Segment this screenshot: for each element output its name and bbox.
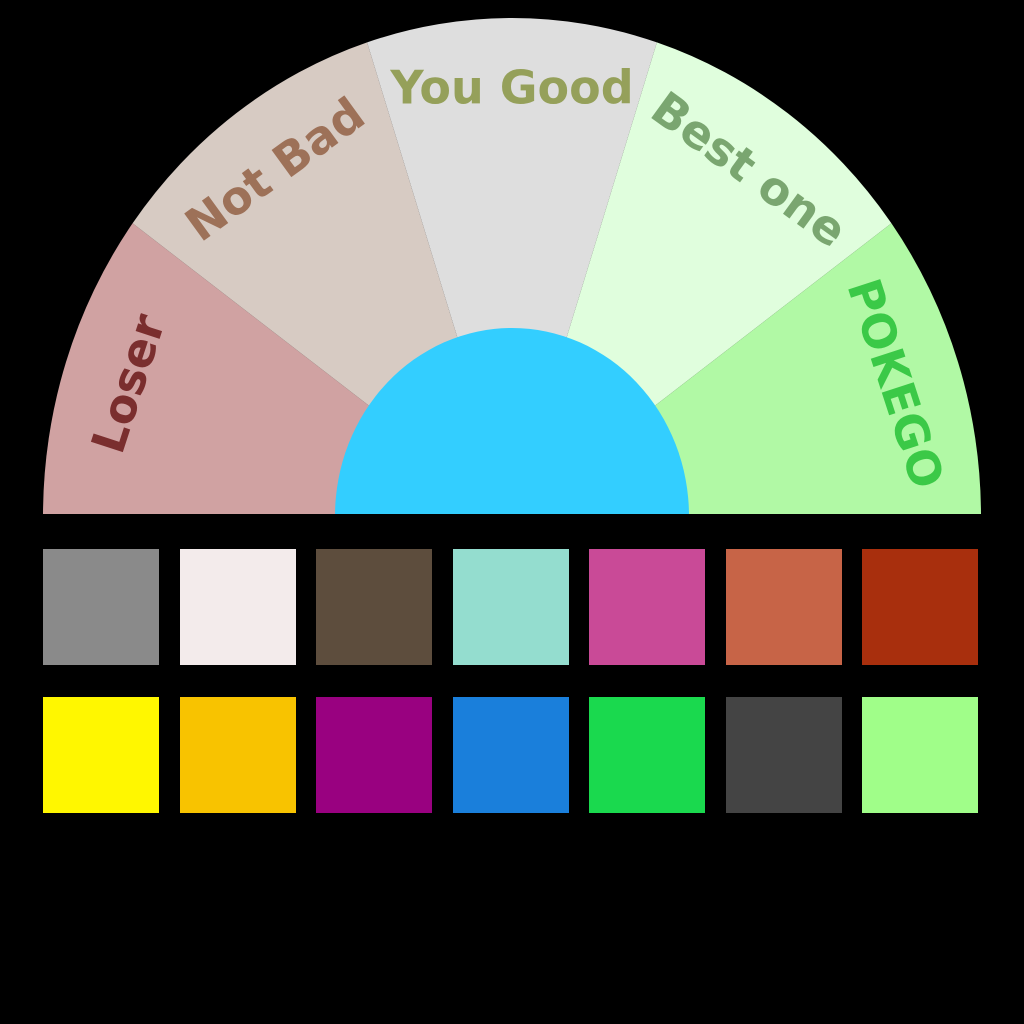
- color-swatch[interactable]: [179, 697, 296, 813]
- color-swatch[interactable]: [589, 549, 705, 665]
- color-swatch[interactable]: [725, 697, 842, 813]
- color-swatch[interactable]: [862, 549, 978, 665]
- color-palette: [43, 549, 980, 813]
- color-swatch[interactable]: [452, 697, 569, 813]
- color-swatch[interactable]: [316, 697, 432, 813]
- gauge-hub[interactable]: [335, 328, 689, 516]
- gauge-baseline: [0, 514, 1024, 520]
- color-swatch[interactable]: [862, 697, 978, 813]
- color-swatch[interactable]: [43, 549, 159, 665]
- color-swatch[interactable]: [452, 549, 569, 665]
- color-swatch[interactable]: [43, 697, 159, 813]
- color-swatch[interactable]: [179, 549, 296, 665]
- color-swatch[interactable]: [589, 697, 705, 813]
- color-swatch[interactable]: [725, 549, 842, 665]
- gauge-segment-you-good[interactable]: [367, 18, 657, 516]
- gauge-segment-label: You Good: [389, 61, 633, 115]
- color-swatch[interactable]: [316, 549, 432, 665]
